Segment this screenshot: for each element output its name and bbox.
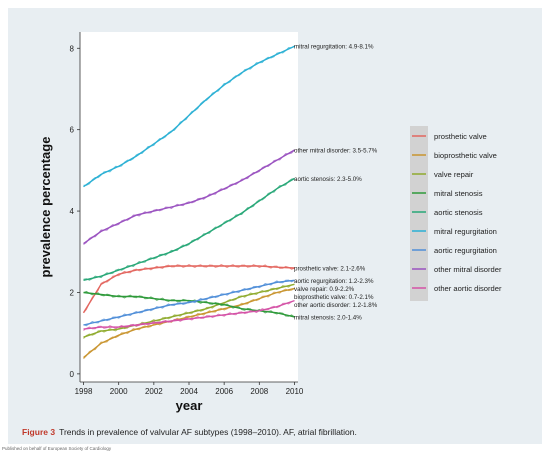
publisher-note: Published on behalf of European Society … <box>2 446 112 451</box>
y-tick-label-2: 2 <box>70 288 75 297</box>
end-label-bioprosthetic-valve: bioprosthetic valve: 0.7-2.1% <box>294 294 374 301</box>
series-raw-prosthetic-valve <box>83 264 295 314</box>
legend-label-other-mitral-disorder: other mitral disorder <box>434 265 502 274</box>
end-label-aortic-stenosis: aortic stenosis: 2.3-5.0% <box>294 176 362 183</box>
x-tick-label-2002: 2002 <box>145 387 163 396</box>
series-line-bioprosthetic-valve <box>83 287 295 359</box>
series-raw-other-mitral-disorder <box>83 149 295 245</box>
series-line-other-mitral-disorder <box>83 149 295 245</box>
legend-label-mitral-regurgitation: mitral regurgitation <box>434 227 497 236</box>
x-tick-label-1998: 1998 <box>75 387 93 396</box>
series-line-other-aortic-disorder <box>83 299 295 330</box>
legend-label-other-aortic-disorder: other aortic disorder <box>434 284 502 293</box>
legend: prosthetic valve bioprosthetic valve valve… <box>410 126 502 301</box>
series-end-labels: mitral regurgitation: 4.9-8.1% other mitr… <box>294 44 378 322</box>
x-tick-label-2004: 2004 <box>180 387 198 396</box>
series-raw-aortic-regurgitation <box>83 279 295 327</box>
legend-label-aortic-regurgitation: aortic regurgitation <box>434 246 497 255</box>
y-tick-label-4: 4 <box>70 207 75 216</box>
end-label-mitral-regurgitation: mitral regurgitation: 4.9-8.1% <box>294 44 374 51</box>
series-line-aortic-stenosis <box>83 177 295 281</box>
series-line-valve-repair <box>83 283 295 338</box>
figure-caption: Figure 3 Trends in prevalence of valvular… <box>22 427 357 437</box>
end-label-aortic-regurgitation: aortic regurgitation: 1.2-2.3% <box>294 278 374 285</box>
end-label-prosthetic-valve: prosthetic valve: 2.1-2.6% <box>294 266 366 273</box>
x-tick-label-2010: 2010 <box>286 387 304 396</box>
figure-label: Figure 3 <box>22 427 56 437</box>
legend-label-mitral-stenosis: mitral stenosis <box>434 189 483 198</box>
series-raw-bioprosthetic-valve <box>83 287 295 360</box>
axes: 1998 2000 2002 2004 2006 2008 2010 0 2 4 6 8 <box>70 32 304 396</box>
plot-background <box>80 32 298 382</box>
x-tick-label-2008: 2008 <box>250 387 268 396</box>
series-line-prosthetic-valve <box>82 265 295 314</box>
legend-label-valve-repair: valve repair <box>434 170 474 179</box>
y-tick-label-6: 6 <box>70 126 75 135</box>
y-tick-label-8: 8 <box>70 44 75 53</box>
end-label-valve-repair: valve repair: 0.9-2.2% <box>294 286 355 293</box>
series-line-aortic-regurgitation <box>83 279 295 326</box>
x-axis-label: year <box>176 398 203 413</box>
legend-label-aortic-stenosis: aortic stenosis <box>434 208 483 217</box>
legend-key-strip <box>410 126 428 301</box>
end-label-other-mitral-disorder: other mitral disorder: 3.5-5.7% <box>294 148 378 155</box>
y-axis-label: prevalence percentage <box>38 137 53 278</box>
y-tick-label-0: 0 <box>70 370 75 379</box>
series-line-mitral-regurgitation <box>83 45 295 188</box>
end-label-other-aortic-disorder: other aortic disorder: 1.2-1.8% <box>294 302 378 309</box>
series-raw-aortic-stenosis <box>83 178 295 281</box>
figure-caption-text: Trends in prevalence of valvular AF subt… <box>59 427 357 437</box>
legend-label-prosthetic-valve: prosthetic valve <box>434 132 487 141</box>
x-tick-label-2006: 2006 <box>215 387 233 396</box>
series-lines <box>82 45 295 360</box>
legend-label-bioprosthetic-valve: bioprosthetic valve <box>434 151 497 160</box>
end-label-mitral-stenosis: mitral stenosis: 2.0-1.4% <box>294 314 362 321</box>
x-tick-label-2000: 2000 <box>110 387 128 396</box>
